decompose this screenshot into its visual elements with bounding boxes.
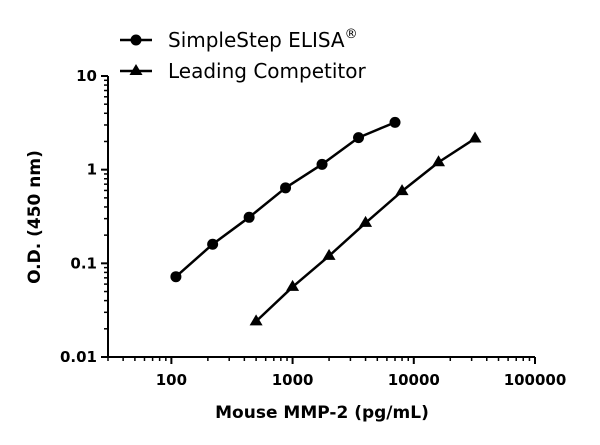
data-point-circle xyxy=(353,132,365,144)
data-point-circle xyxy=(170,271,182,283)
y-axis-label: O.D. (450 nm) xyxy=(25,150,45,284)
x-axis-label: Mouse MMP-2 (pg/mL) xyxy=(215,403,429,423)
data-point-circle xyxy=(316,158,328,170)
data-point-circle xyxy=(280,182,292,194)
x-tick-label: 10000 xyxy=(388,371,440,389)
legend: SimpleStep ELISA® Leading Competitor xyxy=(120,27,366,83)
data-point-triangle xyxy=(468,131,482,143)
data-point-triangle xyxy=(359,215,373,227)
y-tick-label: 0.1 xyxy=(70,254,97,272)
data-point-triangle xyxy=(432,155,446,167)
x-tick-label: 100 xyxy=(156,371,187,389)
series-line-0 xyxy=(175,121,396,278)
data-point-triangle xyxy=(322,248,336,260)
data-point-triangle xyxy=(249,314,263,326)
data-point-circle xyxy=(207,238,219,250)
data-point-triangle xyxy=(286,279,300,291)
data-point-circle xyxy=(243,211,255,223)
y-tick-label: 10 xyxy=(76,67,97,85)
x-tick-label: 100000 xyxy=(504,371,567,389)
legend-triangle-marker-icon xyxy=(129,64,143,75)
y-tick-label: 1 xyxy=(87,161,97,179)
axes: 0.01 0.1 1 10 100 1000 10000 100000 xyxy=(60,67,566,389)
legend-label-simplestep: SimpleStep ELISA® xyxy=(168,27,358,52)
legend-circle-marker-icon xyxy=(130,34,142,46)
legend-label-competitor: Leading Competitor xyxy=(168,59,366,83)
x-tick-label: 1000 xyxy=(272,371,314,389)
data-point-triangle xyxy=(395,184,409,196)
series-group xyxy=(170,116,482,326)
y-tick-label: 0.01 xyxy=(60,348,97,366)
data-point-circle xyxy=(389,116,401,128)
